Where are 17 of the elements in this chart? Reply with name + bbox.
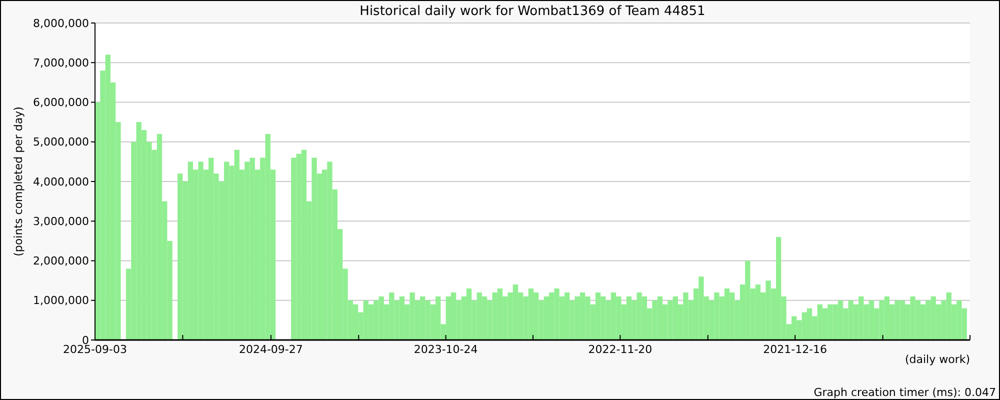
y-tick-label: 7,000,000 xyxy=(33,56,89,70)
y-axis-title: (points completed per day) xyxy=(12,106,25,256)
y-tick-label: 1,000,000 xyxy=(33,294,89,308)
y-tick-label: 5,000,000 xyxy=(33,136,89,149)
y-tick-label: 3,000,000 xyxy=(33,214,89,228)
x-tick-label: 2025-09-03 xyxy=(63,343,127,356)
x-tick-label: 2022-11-20 xyxy=(588,343,652,356)
text: Graph creation timer (ms): 0.047 xyxy=(814,386,996,399)
y-tick-label: 8,000,000 xyxy=(33,16,89,30)
y-tick-label: 2,000,000 xyxy=(33,254,89,268)
chart-title: Historical daily work for Wombat1369 of Team 44851 xyxy=(360,4,706,19)
y-tick-label: 4,000,000 xyxy=(33,175,89,188)
x-tick-label: 2024-09-27 xyxy=(238,343,303,356)
x-tick-label: 2021-12-16 xyxy=(763,343,828,356)
x-tick-label: 2023-10-24 xyxy=(414,343,478,356)
y-tick-label: 6,000,000 xyxy=(33,96,89,110)
x-axis-title: (daily work) xyxy=(904,353,970,366)
